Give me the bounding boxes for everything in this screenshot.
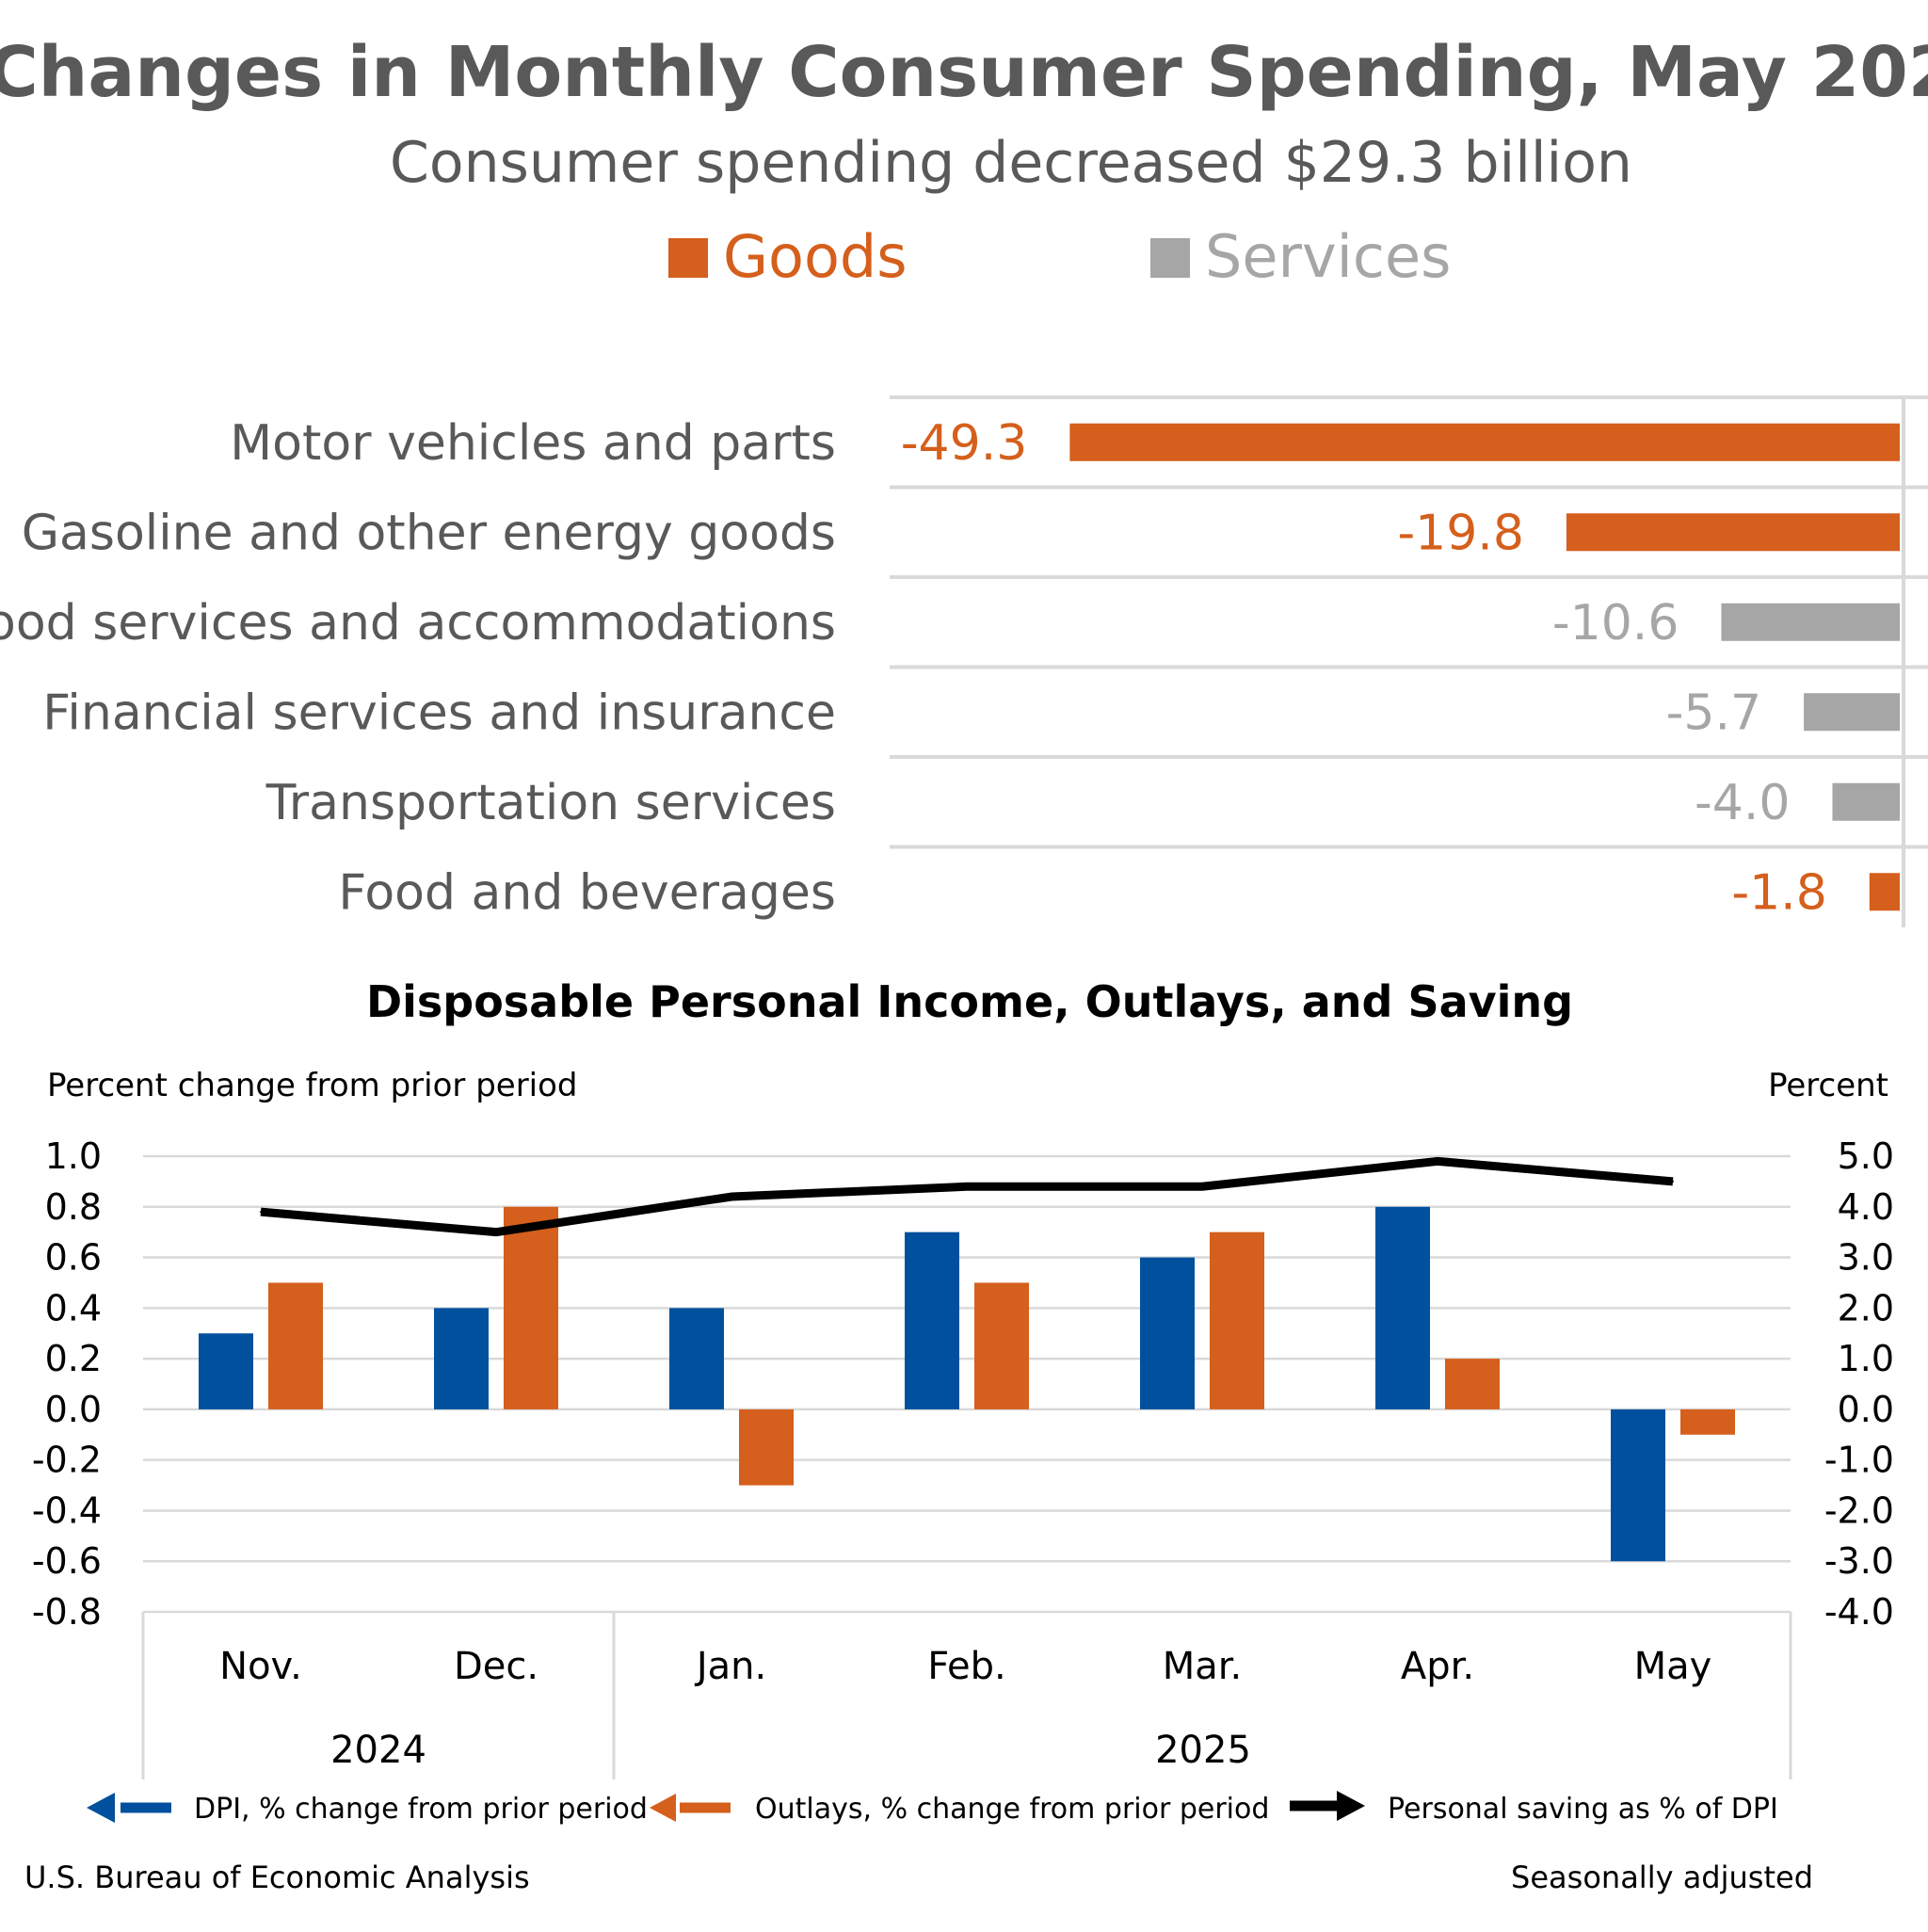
bar-dpi-change-from-prior-period-dec (434, 1308, 489, 1409)
bar-motor-vehicles-and-parts (1069, 423, 1900, 461)
income-outlays-chart: 1.0 5.0 0.8 4.0 0.6 3.0 0.4 2.0 0.2 1.0 0.0 0.0 -0.2… (32, 1135, 1894, 1779)
month-label-nov: Nov. (219, 1645, 302, 1688)
saving-point-mar (1201, 1185, 1203, 1188)
left-tick-label: -0.8 (32, 1591, 102, 1633)
services-legend-swatch (1150, 238, 1190, 278)
left-tick-label: 1.0 (45, 1135, 102, 1177)
top-chart-subtitle: Consumer spending decreased $29.3 billio… (390, 130, 1632, 196)
dpi-legend-arrow-icon (87, 1793, 171, 1823)
bar-outlays-change-from-prior-period-jan (739, 1409, 794, 1486)
saving-legend-arrow-icon (1290, 1791, 1365, 1821)
right-tick-label: 4.0 (1838, 1186, 1894, 1228)
category-label-motor-vehicles-and-parts: Motor vehicles and parts (230, 415, 836, 472)
top-chart-title: Changes in Monthly Consumer Spending, Ma… (0, 32, 1928, 113)
saving-point-dec (495, 1231, 497, 1233)
category-label-financial-services-and-insurance: Financial services and insurance (42, 684, 836, 741)
left-tick-label: -0.2 (32, 1440, 102, 1481)
left-tick-label: 0.6 (45, 1237, 102, 1279)
right-tick-label: 3.0 (1838, 1237, 1894, 1279)
bar-outlays-change-from-prior-period-dec (504, 1206, 558, 1409)
right-tick-label: 5.0 (1838, 1135, 1894, 1177)
value-label-food-services-and-accommodations: -10.6 (1552, 595, 1679, 652)
outlays-legend-arrow-icon (650, 1794, 731, 1822)
outlays-legend-label: Outlays, % change from prior period (755, 1793, 1269, 1826)
month-label-may: May (1634, 1645, 1712, 1688)
saving-point-jan (731, 1196, 732, 1199)
bar-food-services-and-accommodations (1721, 603, 1900, 641)
bar-outlays-change-from-prior-period-apr (1445, 1359, 1500, 1409)
category-label-food-and-beverages: Food and beverages (338, 864, 836, 921)
right-tick-label: 0.0 (1838, 1389, 1894, 1430)
month-label-apr: Apr. (1401, 1645, 1474, 1688)
bar-financial-services-and-insurance (1804, 693, 1900, 732)
bottom-chart-title: Disposable Personal Income, Outlays, and… (366, 976, 1573, 1027)
goods-legend-swatch (668, 238, 708, 278)
left-tick-label: -0.4 (32, 1489, 102, 1531)
bar-food-and-beverages (1869, 873, 1900, 911)
top-chart-legend: Goods Services (668, 222, 1451, 291)
year-label-2024: 2024 (330, 1729, 426, 1772)
seasonal-note: Seasonally adjusted (1511, 1860, 1813, 1895)
value-label-food-and-beverages: -1.8 (1731, 864, 1826, 921)
bar-dpi-change-from-prior-period-apr (1375, 1206, 1430, 1409)
month-label-mar: Mar. (1163, 1645, 1243, 1688)
saving-point-may (1672, 1180, 1674, 1183)
bar-dpi-change-from-prior-period-jan (669, 1308, 724, 1409)
saving-point-nov (260, 1211, 262, 1214)
category-label-gasoline-and-other-energy-goods: Gasoline and other energy goods (22, 505, 836, 561)
value-label-financial-services-and-insurance: -5.7 (1666, 684, 1761, 741)
right-tick-label: 2.0 (1838, 1287, 1894, 1328)
category-label-transportation-services: Transportation services (265, 775, 836, 831)
saving-legend-label: Personal saving as % of DPI (1388, 1793, 1778, 1826)
month-label-jan: Jan. (694, 1645, 766, 1688)
bar-gasoline-and-other-energy-goods (1566, 513, 1900, 552)
right-tick-label: -2.0 (1824, 1489, 1894, 1531)
month-label-dec: Dec. (454, 1645, 538, 1688)
bar-dpi-change-from-prior-period-mar (1140, 1257, 1195, 1409)
bar-dpi-change-from-prior-period-feb (905, 1232, 959, 1409)
value-label-transportation-services: -4.0 (1695, 775, 1790, 831)
spending-bar-chart: -49.3 Motor vehicles and parts -19.8 Gasoli… (0, 395, 1928, 927)
left-tick-label: 0.0 (45, 1389, 102, 1430)
left-axis-label: Percent change from prior period (47, 1067, 578, 1104)
right-axis-label: Percent (1768, 1067, 1888, 1104)
source-note: U.S. Bureau of Economic Analysis (24, 1860, 530, 1895)
dpi-legend-label: DPI, % change from prior period (194, 1793, 648, 1826)
left-tick-label: 0.2 (45, 1338, 102, 1379)
right-tick-label: -4.0 (1824, 1591, 1894, 1633)
services-legend-label: Services (1205, 222, 1451, 291)
bottom-chart-legend: DPI, % change from prior period Outlays,… (87, 1791, 1778, 1826)
left-tick-label: -0.6 (32, 1540, 102, 1582)
left-tick-label: 0.8 (45, 1186, 102, 1228)
year-label-2025: 2025 (1155, 1729, 1251, 1772)
value-label-motor-vehicles-and-parts: -49.3 (901, 415, 1028, 472)
bar-outlays-change-from-prior-period-mar (1210, 1232, 1264, 1409)
value-label-gasoline-and-other-energy-goods: -19.8 (1397, 505, 1524, 561)
bar-dpi-change-from-prior-period-nov (199, 1333, 253, 1409)
bar-transportation-services (1832, 782, 1900, 821)
bar-outlays-change-from-prior-period-nov (268, 1282, 323, 1409)
bar-dpi-change-from-prior-period-may (1611, 1409, 1665, 1562)
right-tick-label: 1.0 (1838, 1338, 1894, 1379)
right-tick-label: -3.0 (1824, 1540, 1894, 1582)
saving-point-feb (966, 1185, 968, 1188)
category-label-food-services-and-accommodations: Food services and accommodations (0, 595, 836, 652)
right-tick-label: -1.0 (1824, 1440, 1894, 1481)
saving-rate-line (260, 1156, 1674, 1237)
saving-point-apr (1437, 1160, 1438, 1163)
goods-legend-label: Goods (723, 222, 908, 291)
left-tick-label: 0.4 (45, 1287, 102, 1328)
bar-outlays-change-from-prior-period-feb (974, 1282, 1029, 1409)
bar-outlays-change-from-prior-period-may (1680, 1409, 1735, 1435)
month-label-feb: Feb. (927, 1645, 1006, 1688)
